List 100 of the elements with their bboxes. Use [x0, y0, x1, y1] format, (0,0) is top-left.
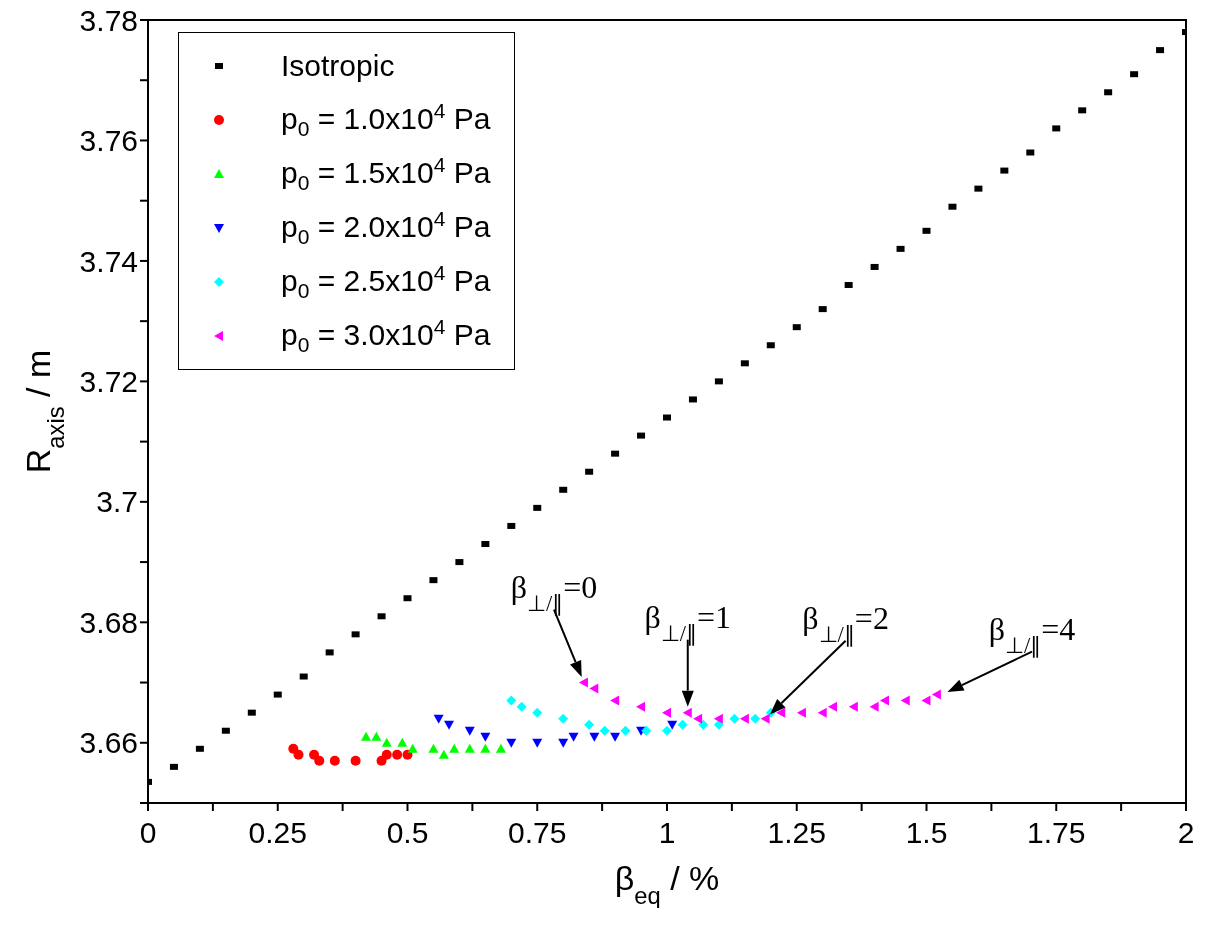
point: [636, 701, 646, 712]
point: [377, 613, 386, 620]
point: [948, 203, 957, 210]
legend-label: p$_{0}$ = 1.5x10$^{4}$ Pa: [281, 153, 491, 194]
point: [381, 737, 392, 747]
point: [397, 737, 408, 747]
y-tick-label: 3.66: [79, 726, 138, 760]
point: [350, 755, 361, 766]
point: [740, 360, 749, 367]
point: [480, 732, 491, 742]
point: [381, 749, 392, 760]
point: [922, 227, 931, 234]
point: [698, 719, 709, 730]
y-tick-label: 3.74: [79, 244, 138, 278]
point: [714, 378, 723, 385]
point: [739, 713, 749, 724]
point: [351, 631, 360, 638]
point: [325, 649, 334, 656]
annotation: β$_{⊥/∥}$=2: [802, 599, 889, 647]
point: [360, 731, 371, 741]
point: [667, 720, 678, 730]
point: [558, 713, 569, 724]
annotation: β$_{⊥/∥}$=1: [644, 598, 732, 646]
point: [429, 577, 438, 584]
legend-label: p$_{0}$ = 2.5x10$^{4}$ Pa: [281, 261, 491, 302]
point: [1130, 71, 1139, 78]
point: [516, 701, 527, 712]
point: [637, 432, 646, 439]
y-tick-label: 3.68: [79, 605, 138, 639]
point: [403, 595, 412, 602]
point: [568, 732, 579, 742]
y-tick-label: 3.7: [96, 485, 138, 519]
point: [896, 245, 905, 252]
point: [921, 695, 931, 706]
x-axis-title: β$_{eq}$ / %: [614, 859, 720, 909]
point: [817, 707, 827, 718]
point: [869, 701, 879, 712]
point: [610, 732, 621, 742]
y-tick-label: 3.76: [79, 124, 138, 158]
legend-label: p$_{0}$ = 2.0x10$^{4}$ Pa: [281, 207, 491, 248]
point: [559, 486, 568, 493]
legend-label: p$_{0}$ = 3.0x10$^{4}$ Pa: [281, 315, 491, 356]
point: [1000, 167, 1009, 174]
point: [1156, 47, 1165, 54]
point: [558, 738, 569, 748]
point: [464, 726, 475, 736]
point: [677, 719, 688, 730]
point: [532, 738, 543, 748]
point: [931, 689, 941, 700]
point: [589, 683, 599, 694]
point: [663, 414, 671, 421]
x-tick-label: 1: [658, 816, 676, 849]
annotation: β$_{⊥/∥}$=4: [988, 610, 1076, 658]
point: [828, 701, 838, 712]
point: [688, 396, 697, 403]
point: [532, 707, 543, 718]
point: [449, 743, 460, 753]
point: [641, 725, 652, 736]
x-tick-label: 0.5: [386, 816, 429, 849]
point: [169, 763, 178, 770]
point: [433, 714, 444, 724]
y-tick-label: 3.78: [79, 3, 138, 37]
y-tick-label: 3.72: [79, 365, 138, 399]
annotation: β$_{⊥/∥}$=0: [510, 568, 598, 616]
point: [1026, 149, 1035, 156]
point: [221, 727, 230, 734]
point: [844, 282, 853, 289]
point: [611, 450, 620, 457]
legend-label: p$_{0}$ = 1.0x10$^{4}$ Pa: [281, 99, 491, 140]
x-tick-label: 1.5: [905, 816, 948, 849]
point: [589, 732, 600, 742]
point: [392, 749, 403, 760]
point: [662, 707, 671, 718]
x-tick-label: 0.25: [248, 816, 307, 849]
point: [273, 691, 282, 698]
x-tick-label: 0.75: [508, 816, 567, 849]
point: [299, 673, 308, 680]
point: [1104, 89, 1113, 96]
point: [495, 743, 506, 753]
point: [760, 713, 770, 724]
point: [662, 725, 672, 736]
point: [818, 306, 827, 313]
point: [585, 468, 594, 475]
point: [455, 559, 464, 566]
point: [848, 701, 858, 712]
x-tick-label: 2: [1177, 816, 1195, 849]
point: [533, 504, 542, 511]
point: [1052, 125, 1061, 132]
point: [599, 725, 610, 736]
point: [407, 743, 418, 753]
point: [729, 713, 740, 724]
x-tick-label: 1.25: [767, 816, 826, 849]
point: [309, 749, 320, 760]
point: [792, 324, 801, 331]
point: [444, 720, 455, 730]
point: [314, 755, 325, 766]
point: [464, 743, 475, 753]
point: [481, 541, 490, 548]
point: [438, 749, 449, 759]
point: [766, 342, 775, 349]
